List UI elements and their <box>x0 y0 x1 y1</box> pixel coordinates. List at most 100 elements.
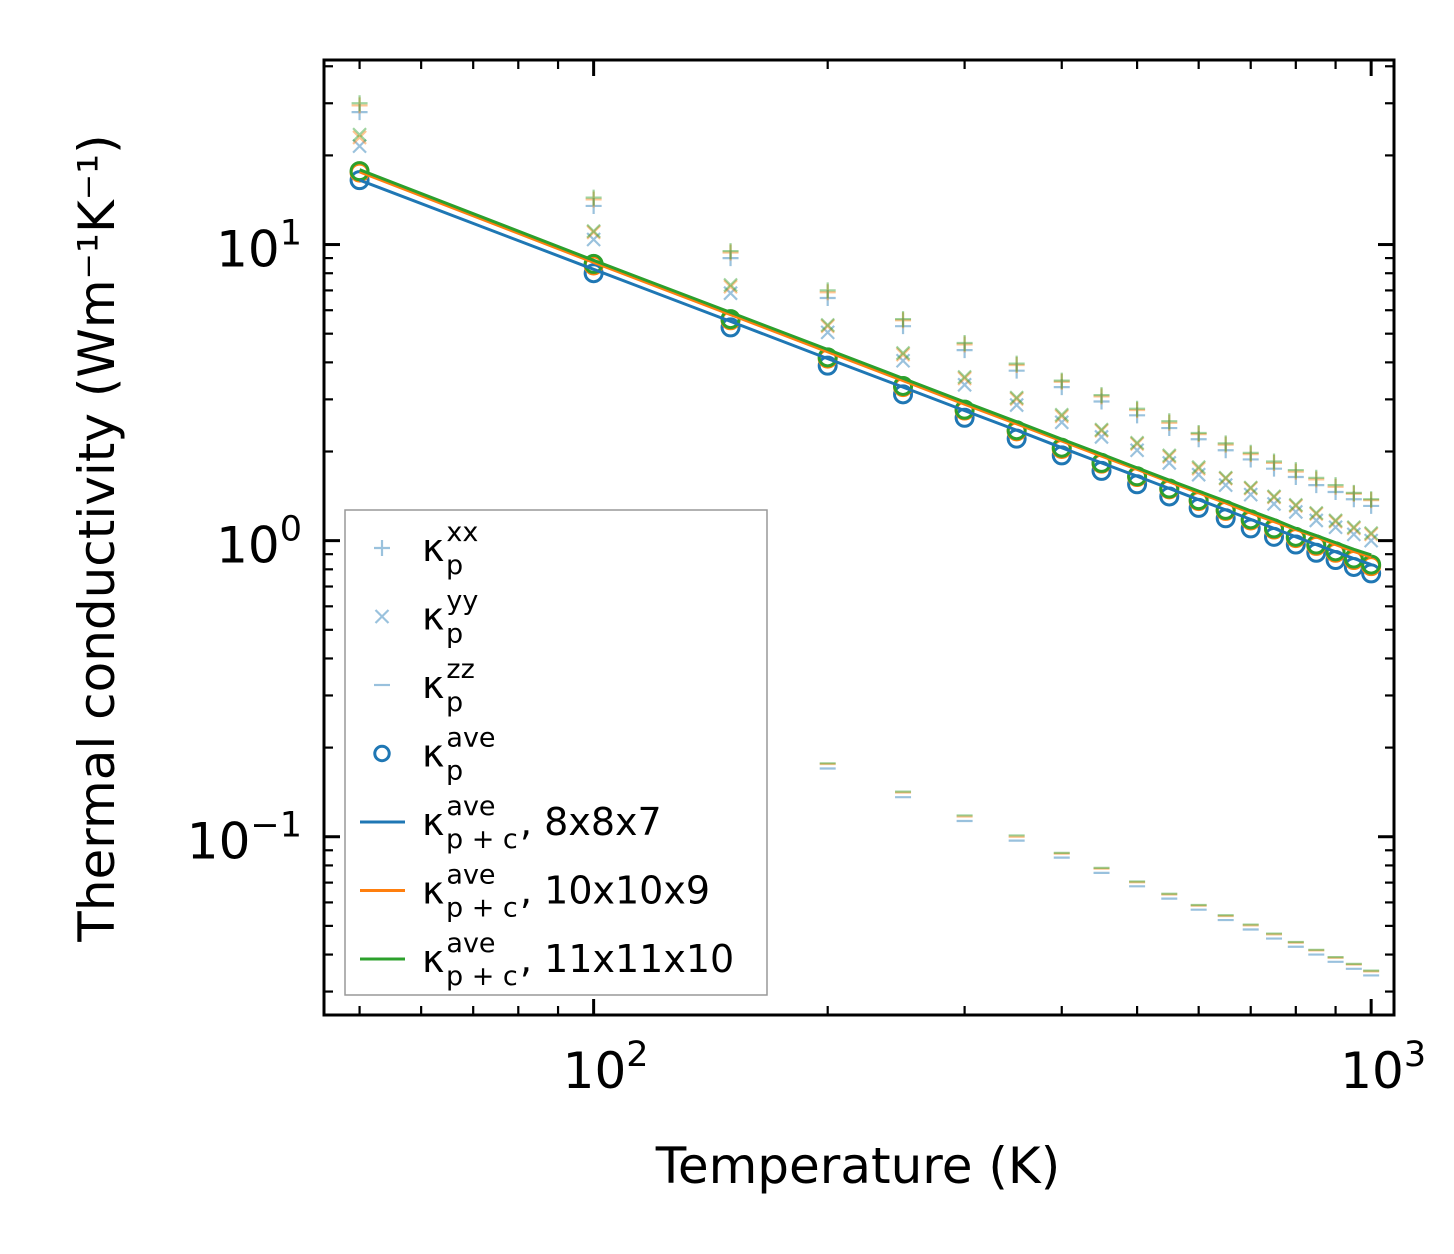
series-kp_xx_11x11x10 <box>351 95 1380 508</box>
data-point <box>1129 400 1146 417</box>
data-point <box>895 312 912 329</box>
legend-label: κave <box>422 928 496 981</box>
data-point <box>1266 489 1282 504</box>
data-point <box>1093 388 1110 405</box>
data-point <box>1094 422 1109 437</box>
data-point <box>1054 407 1070 423</box>
data-point <box>1308 471 1325 488</box>
data-point <box>1161 420 1178 437</box>
legend-superscript: zz <box>446 654 474 685</box>
tick-label-exponent: 0 <box>280 510 302 550</box>
legend-symbol: κ <box>422 526 444 570</box>
data-point <box>1308 477 1325 494</box>
legend-symbol: κ <box>422 800 444 844</box>
plot-data <box>349 95 1382 977</box>
data-point <box>1129 442 1145 458</box>
data-point <box>352 130 367 145</box>
legend-symbol: κ <box>422 595 444 639</box>
legend-subscript-text: p <box>446 687 463 718</box>
tick-label-exponent: 3 <box>1404 1035 1426 1075</box>
data-point <box>1053 373 1070 390</box>
tick-label-base: 10 <box>216 517 280 575</box>
data-point <box>895 311 912 328</box>
legend-marker <box>374 540 390 556</box>
legend-superscript: ave <box>446 791 495 822</box>
data-point <box>723 285 738 301</box>
data-point <box>349 170 370 191</box>
data-point <box>1094 423 1109 439</box>
series-kp_yy_10x10x9 <box>352 130 1379 542</box>
data-point <box>1008 356 1025 373</box>
data-point <box>819 289 836 306</box>
series-kp_yy_8x8x7 <box>352 138 1379 548</box>
data-point <box>1346 519 1362 535</box>
data-point <box>1161 414 1178 431</box>
series-kp_xx_10x10x9 <box>351 97 1380 509</box>
data-point <box>1363 533 1379 548</box>
data-point <box>1363 492 1380 509</box>
series-line <box>359 178 1372 567</box>
x-axis-label: Temperature (K) <box>655 1137 1060 1195</box>
tick-label-base: 10 <box>1340 1042 1404 1100</box>
data-point <box>957 369 972 385</box>
legend-subscript-text: p <box>446 619 463 650</box>
legend-suffix-text: , 10x10x9 <box>520 869 710 913</box>
tick-label-exponent: −1 <box>250 806 302 846</box>
legend-label: κave <box>422 791 496 844</box>
legend-subscript: p <box>446 756 463 787</box>
data-point <box>1053 372 1070 389</box>
data-point <box>722 250 739 267</box>
tick-label-base: 10 <box>216 221 280 279</box>
legend-subscript: p <box>446 619 463 650</box>
series-kp_xx_8x8x7 <box>351 104 1380 514</box>
data-point <box>957 371 972 386</box>
data-point <box>1266 454 1283 471</box>
data-point <box>895 318 912 335</box>
data-point <box>820 317 835 333</box>
data-point <box>1363 491 1380 508</box>
data-point <box>723 279 738 295</box>
data-point <box>352 138 367 154</box>
data-point <box>349 161 370 182</box>
legend-subscript-text: p + c <box>446 961 518 992</box>
data-point <box>1266 490 1282 505</box>
data-point <box>956 342 973 359</box>
data-point <box>1191 461 1206 476</box>
legend-subscript-text: p <box>446 756 463 787</box>
data-point <box>1009 397 1024 413</box>
data-point <box>1346 521 1362 536</box>
tick-label-base: 10 <box>187 813 251 871</box>
data-point <box>895 347 911 362</box>
x-tick-label: 103 <box>1340 1035 1426 1100</box>
data-point <box>1287 469 1304 486</box>
data-point <box>1266 453 1283 470</box>
data-point <box>1243 480 1258 495</box>
data-point <box>352 127 367 142</box>
data-point <box>1243 487 1258 502</box>
data-point <box>1008 355 1025 372</box>
data-point <box>1161 413 1178 430</box>
data-point <box>586 232 601 247</box>
y-tick-label: 100 <box>216 510 302 575</box>
data-point <box>820 325 835 340</box>
data-point <box>1287 462 1304 479</box>
legend-subscript: p + c <box>446 893 518 924</box>
legend-subscript: p + c <box>446 824 518 855</box>
data-point <box>1327 483 1344 500</box>
data-point <box>723 277 738 293</box>
x-tick-label: 102 <box>563 1035 649 1100</box>
data-point <box>1093 393 1110 410</box>
data-point <box>1009 391 1024 407</box>
legend-subscript: p + c <box>446 961 518 992</box>
data-point <box>1218 470 1233 486</box>
data-point <box>1242 446 1259 463</box>
legend-superscript: ave <box>446 860 495 891</box>
data-point <box>1191 459 1206 475</box>
legend-box <box>344 509 768 996</box>
